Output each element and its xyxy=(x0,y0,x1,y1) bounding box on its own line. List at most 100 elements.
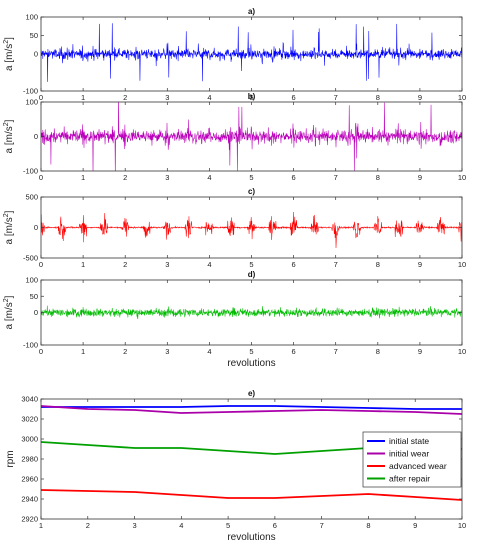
y-tick-label: -500 xyxy=(23,254,38,263)
y-tick-label: 50 xyxy=(30,31,38,40)
x-tick-label: 2 xyxy=(86,521,90,530)
x-tick-label: 8 xyxy=(376,173,380,182)
x-tick-label: 3 xyxy=(165,93,169,102)
y-tick-label: 100 xyxy=(25,13,38,22)
y-axis-label: rpm xyxy=(5,450,16,467)
series-line-2 xyxy=(41,489,462,501)
x-tick-label: 10 xyxy=(458,521,466,530)
chart-title: e) xyxy=(248,389,255,398)
y-tick-label: 0 xyxy=(34,223,38,232)
legend-label-1: initial wear xyxy=(389,449,429,459)
chart-4: e) 1 2 3 4 5 6 7 8 9 10 2920 2940 2960 2980 3000 3020 304… xyxy=(5,389,466,543)
x-tick-label: 6 xyxy=(292,93,296,102)
y-tick-label: 2960 xyxy=(21,475,38,484)
x-tick-label: 1 xyxy=(81,93,85,102)
y-axis-label: a [m/s2] xyxy=(3,295,15,329)
x-tick-label: 10 xyxy=(458,173,466,182)
x-tick-label: 5 xyxy=(249,347,253,356)
x-tick-label: 10 xyxy=(458,260,466,269)
x-tick-label: 0 xyxy=(39,173,43,182)
y-tick-label: 2980 xyxy=(21,455,38,464)
x-tick-label: 9 xyxy=(418,93,422,102)
y-tick-label: -100 xyxy=(23,87,38,96)
y-tick-label: 100 xyxy=(25,98,38,107)
x-tick-label: 8 xyxy=(376,93,380,102)
x-tick-label: 7 xyxy=(334,260,338,269)
x-axis-label: revolutions xyxy=(227,358,275,369)
x-tick-label: 6 xyxy=(273,521,277,530)
legend-label-3: after repair xyxy=(389,474,430,484)
y-tick-label: 3040 xyxy=(21,395,38,404)
x-tick-label: 6 xyxy=(292,173,296,182)
y-tick-label: 0 xyxy=(34,132,38,141)
chart-title: d) xyxy=(248,270,256,279)
x-tick-label: 10 xyxy=(458,347,466,356)
y-tick-label: 2940 xyxy=(21,495,38,504)
x-tick-label: 2 xyxy=(123,93,127,102)
signal-trace xyxy=(41,305,462,320)
x-tick-label: 1 xyxy=(81,260,85,269)
y-axis-label: a [m/s2] xyxy=(3,210,15,244)
x-tick-label: 5 xyxy=(226,521,230,530)
x-tick-label: 10 xyxy=(458,93,466,102)
x-tick-label: 3 xyxy=(165,260,169,269)
y-tick-label: 3000 xyxy=(21,435,38,444)
x-tick-label: 7 xyxy=(334,347,338,356)
x-tick-label: 4 xyxy=(207,93,211,102)
x-axis-label: revolutions xyxy=(227,532,275,543)
y-tick-label: 0 xyxy=(34,50,38,59)
x-tick-label: 0 xyxy=(39,93,43,102)
x-tick-label: 5 xyxy=(249,260,253,269)
x-tick-label: 1 xyxy=(39,521,43,530)
y-tick-label: 0 xyxy=(34,308,38,317)
x-tick-label: 4 xyxy=(179,521,183,530)
legend-label-2: advanced wear xyxy=(389,461,447,471)
y-tick-label: 500 xyxy=(25,193,38,202)
x-tick-label: 7 xyxy=(334,173,338,182)
y-tick-label: 2920 xyxy=(21,515,38,524)
x-tick-label: 4 xyxy=(207,347,211,356)
y-axis-label: a [m/s2] xyxy=(3,119,15,153)
x-tick-label: 2 xyxy=(123,173,127,182)
y-tick-label: -100 xyxy=(23,341,38,350)
x-tick-label: 6 xyxy=(292,260,296,269)
x-tick-label: 4 xyxy=(207,260,211,269)
y-tick-label: 50 xyxy=(30,292,38,301)
x-tick-label: 9 xyxy=(418,260,422,269)
x-tick-label: 8 xyxy=(376,260,380,269)
chart-title: b) xyxy=(248,92,256,101)
x-tick-label: 9 xyxy=(418,173,422,182)
x-tick-label: 1 xyxy=(81,347,85,356)
x-tick-label: 2 xyxy=(123,260,127,269)
x-tick-label: 7 xyxy=(320,521,324,530)
series-line-1 xyxy=(41,405,462,415)
x-tick-label: 0 xyxy=(39,260,43,269)
x-tick-label: 4 xyxy=(207,173,211,182)
y-tick-label: 100 xyxy=(25,276,38,285)
x-tick-label: 1 xyxy=(81,173,85,182)
y-tick-label: -100 xyxy=(23,167,38,176)
x-tick-label: 3 xyxy=(165,173,169,182)
x-tick-label: 6 xyxy=(292,347,296,356)
y-tick-label: 3020 xyxy=(21,415,38,424)
x-tick-label: 9 xyxy=(413,521,417,530)
x-tick-label: 8 xyxy=(376,347,380,356)
x-tick-label: 5 xyxy=(249,93,253,102)
signal-trace xyxy=(41,23,462,82)
x-tick-label: 7 xyxy=(334,93,338,102)
chart-title: c) xyxy=(248,187,255,196)
signal-trace xyxy=(41,102,462,171)
x-tick-label: 8 xyxy=(366,521,370,530)
x-tick-label: 3 xyxy=(132,521,136,530)
x-tick-label: 5 xyxy=(249,173,253,182)
chart-title: a) xyxy=(248,7,255,16)
legend: initial state initial wear advanced wear af… xyxy=(362,431,462,488)
x-tick-label: 2 xyxy=(123,347,127,356)
series-line-0 xyxy=(41,405,462,410)
legend-label-0: initial state xyxy=(389,436,429,446)
x-tick-label: 3 xyxy=(165,347,169,356)
x-tick-label: 0 xyxy=(39,347,43,356)
